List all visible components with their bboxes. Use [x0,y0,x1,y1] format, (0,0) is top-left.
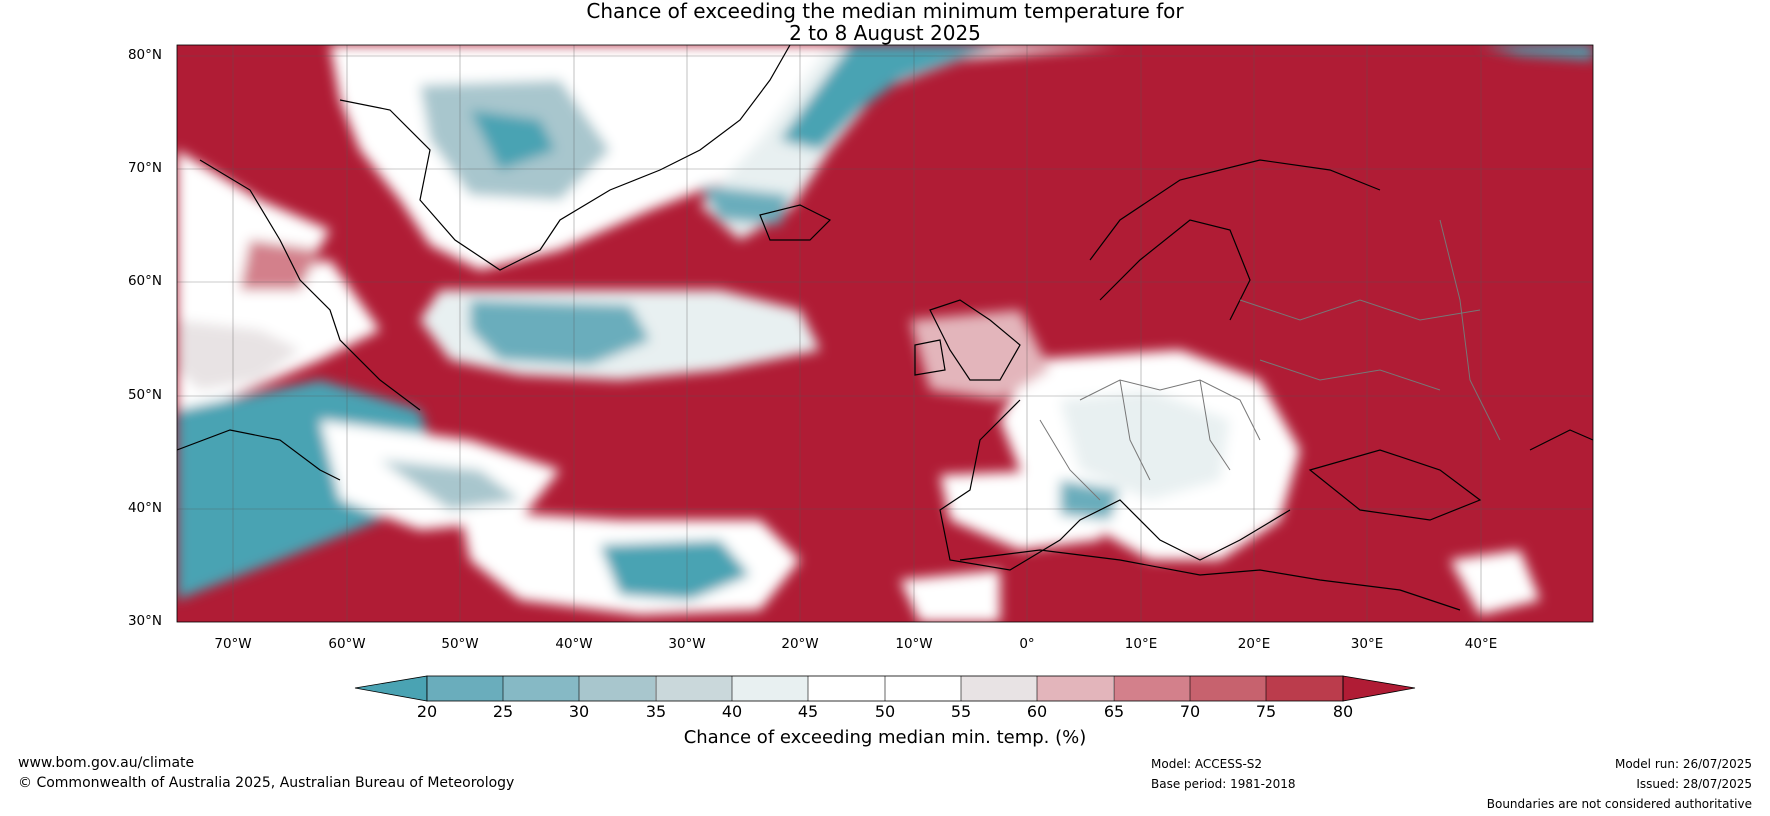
lon-label: 30°W [668,636,706,652]
model-run-date: Model run: 26/07/2025 [1614,757,1752,771]
colorbar-tick: 75 [1255,702,1277,721]
model-name: Model: ACCESS-S2 [1151,757,1263,771]
colorbar-tick: 30 [568,702,590,721]
colorbar-tick: 70 [1179,702,1201,721]
lat-label: 50°N [127,387,162,403]
lon-label: 40°E [1464,636,1498,652]
colorbar-tick: 60 [1026,702,1048,721]
country-borders [1039,219,1501,501]
colorbar-tick: 55 [950,702,972,721]
lat-label: 30°N [127,613,162,629]
colorbar-tick: 65 [1103,702,1125,721]
copyright: © Commonwealth of Australia 2025, Austra… [18,775,515,791]
colorbar-tick: 40 [721,702,743,721]
lon-label: 10°W [895,636,933,652]
lon-label: 70°W [214,636,252,652]
lon-label: 10°E [1124,636,1158,652]
coastlines [177,45,1593,611]
colorbar [354,675,1416,702]
colorbar-title: Chance of exceeding median min. temp. (%… [683,727,1087,748]
lat-label: 40°N [127,500,162,516]
lon-label: 20°W [781,636,819,652]
lon-label: 60°W [328,636,366,652]
lat-label: 70°N [127,160,162,176]
colorbar-tick: 25 [492,702,514,721]
site-link[interactable]: www.bom.gov.au/climate [18,755,195,771]
issued-date: Issued: 28/07/2025 [1636,777,1752,791]
lon-label: 30°E [1350,636,1384,652]
colorbar-tick: 20 [416,702,438,721]
lon-label: 50°W [441,636,479,652]
lon-label: 20°E [1237,636,1271,652]
lon-label: 0° [1019,636,1035,652]
colorbar-tick: 45 [797,702,819,721]
map-title: Chance of exceeding the median minimum t… [586,0,1184,23]
graticule [177,45,1593,622]
lat-label: 80°N [127,47,162,63]
probability-field [177,45,1593,622]
lat-label: 60°N [127,273,162,289]
colorbar-tick: 35 [645,702,667,721]
base-period: Base period: 1981-2018 [1151,777,1296,791]
disclaimer: Boundaries are not considered authoritat… [1486,797,1752,811]
colorbar-tick: 50 [874,702,896,721]
map-subtitle: 2 to 8 August 2025 [789,21,981,45]
colorbar-tick: 80 [1332,702,1354,721]
lon-label: 40°W [555,636,593,652]
